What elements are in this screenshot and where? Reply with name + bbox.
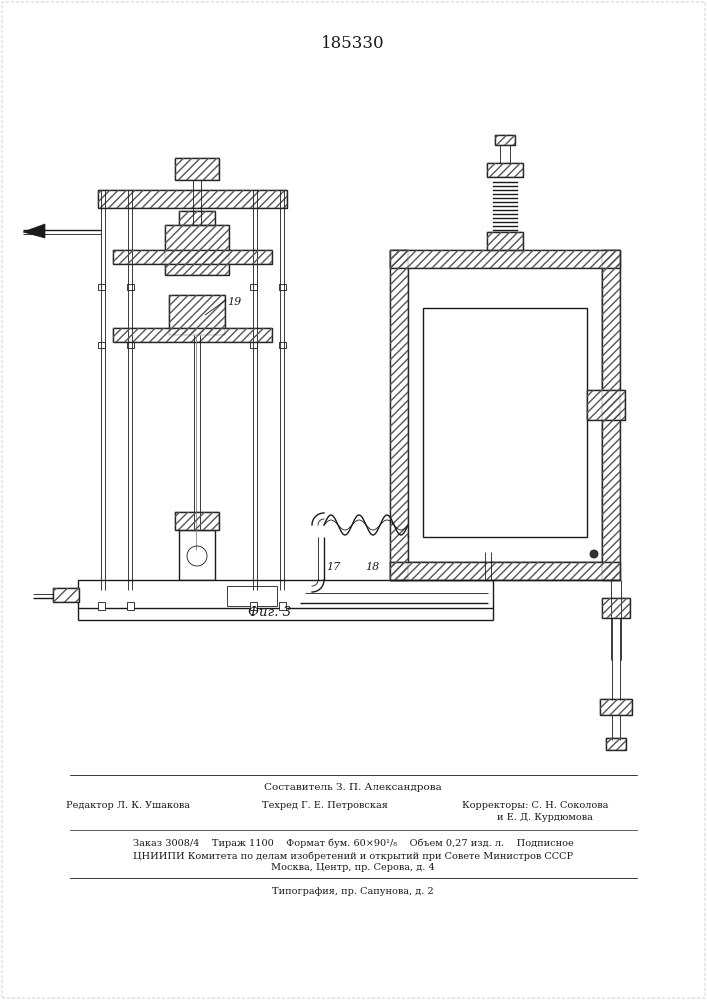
Text: 19: 19 <box>227 297 241 307</box>
Text: 18: 18 <box>365 562 379 572</box>
Text: Заказ 3008/4    Тираж 1100    Формат бум. 60×90¹/₈    Объем 0,27 изд. л.    Подп: Заказ 3008/4 Тираж 1100 Формат бум. 60×9… <box>133 838 573 848</box>
Text: 17: 17 <box>326 562 340 572</box>
Bar <box>390 250 620 268</box>
Bar <box>98 602 105 610</box>
Text: 185330: 185330 <box>321 34 385 51</box>
Bar <box>98 284 105 290</box>
Bar <box>279 602 286 610</box>
Bar <box>53 588 79 602</box>
Bar <box>78 580 493 608</box>
Bar <box>113 250 272 264</box>
Bar <box>127 342 134 348</box>
Bar <box>606 738 626 750</box>
Bar <box>179 211 215 225</box>
Bar <box>587 390 625 420</box>
Bar <box>169 295 225 335</box>
Bar <box>602 598 630 618</box>
Bar <box>179 530 215 580</box>
Bar <box>495 135 515 145</box>
Bar <box>175 158 219 180</box>
Bar <box>175 512 219 530</box>
Bar <box>487 163 523 177</box>
Text: Составитель З. П. Александрова: Составитель З. П. Александрова <box>264 784 442 792</box>
Bar <box>495 135 515 145</box>
Bar <box>600 699 632 715</box>
Bar <box>487 232 523 250</box>
Bar <box>390 562 620 580</box>
Bar <box>127 602 134 610</box>
Bar <box>602 598 630 618</box>
Bar <box>606 738 626 750</box>
Bar <box>390 250 620 268</box>
Bar <box>175 512 219 530</box>
Bar <box>113 250 272 264</box>
Bar <box>390 250 408 580</box>
Circle shape <box>590 550 598 558</box>
Text: и Е. Д. Курдюмова: и Е. Д. Курдюмова <box>497 814 593 822</box>
Bar <box>250 284 257 290</box>
Bar <box>250 342 257 348</box>
Bar <box>165 225 229 275</box>
Bar <box>98 190 287 208</box>
Bar <box>423 308 587 537</box>
Bar <box>487 163 523 177</box>
Text: Типография, пр. Сапунова, д. 2: Типография, пр. Сапунова, д. 2 <box>272 886 434 896</box>
Bar <box>390 250 408 580</box>
Bar <box>602 250 620 580</box>
Bar <box>279 284 286 290</box>
Bar <box>127 284 134 290</box>
Bar <box>279 342 286 348</box>
Bar <box>53 588 79 602</box>
Bar <box>169 295 225 335</box>
Bar <box>113 328 272 342</box>
Text: Фиг. 3: Фиг. 3 <box>248 605 291 618</box>
Bar <box>113 328 272 342</box>
Bar <box>600 699 632 715</box>
Text: Редактор Л. К. Ушакова: Редактор Л. К. Ушакова <box>66 800 190 810</box>
Bar <box>175 158 219 180</box>
Bar <box>98 342 105 348</box>
Bar <box>179 211 215 225</box>
Text: ЦНИИПИ Комитета по делам изобретений и открытий при Совете Министров СССР: ЦНИИПИ Комитета по делам изобретений и о… <box>133 851 573 861</box>
Bar <box>165 225 229 275</box>
Bar <box>98 190 287 208</box>
Text: Москва, Центр, пр. Серова, д. 4: Москва, Центр, пр. Серова, д. 4 <box>271 863 435 872</box>
Text: Техред Г. Е. Петровская: Техред Г. Е. Петровская <box>262 800 388 810</box>
Bar <box>408 268 602 562</box>
Bar <box>390 562 620 580</box>
Polygon shape <box>23 224 45 238</box>
Bar <box>487 232 523 250</box>
Bar <box>602 250 620 580</box>
Bar <box>587 390 625 420</box>
Bar <box>250 602 257 610</box>
Text: Корректоры: С. Н. Соколова: Корректоры: С. Н. Соколова <box>462 800 608 810</box>
Bar <box>227 586 277 606</box>
